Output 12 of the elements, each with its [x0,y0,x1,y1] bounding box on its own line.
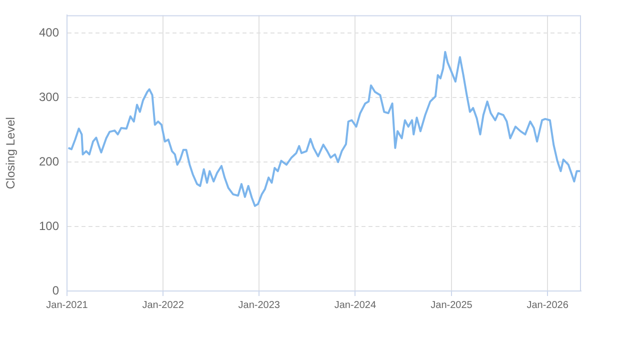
x-tick-label: Jan-2021 [46,300,88,311]
y-axis-title: Closing Level [4,117,18,190]
y-tick-label: 300 [38,90,60,104]
y-tick-label: 100 [38,218,60,233]
x-tick-label: Jan-2026 [526,300,569,311]
x-tick-label: Jan-2023 [238,300,280,311]
x-tick-label: Jan-2025 [430,300,473,311]
y-tick-label: 200 [38,154,60,168]
x-tick-label: Jan-2022 [142,300,184,311]
x-tick-label: Jan-2024 [334,300,376,311]
y-tick-label: 0 [52,283,60,298]
y-tick-label: 400 [38,26,60,40]
